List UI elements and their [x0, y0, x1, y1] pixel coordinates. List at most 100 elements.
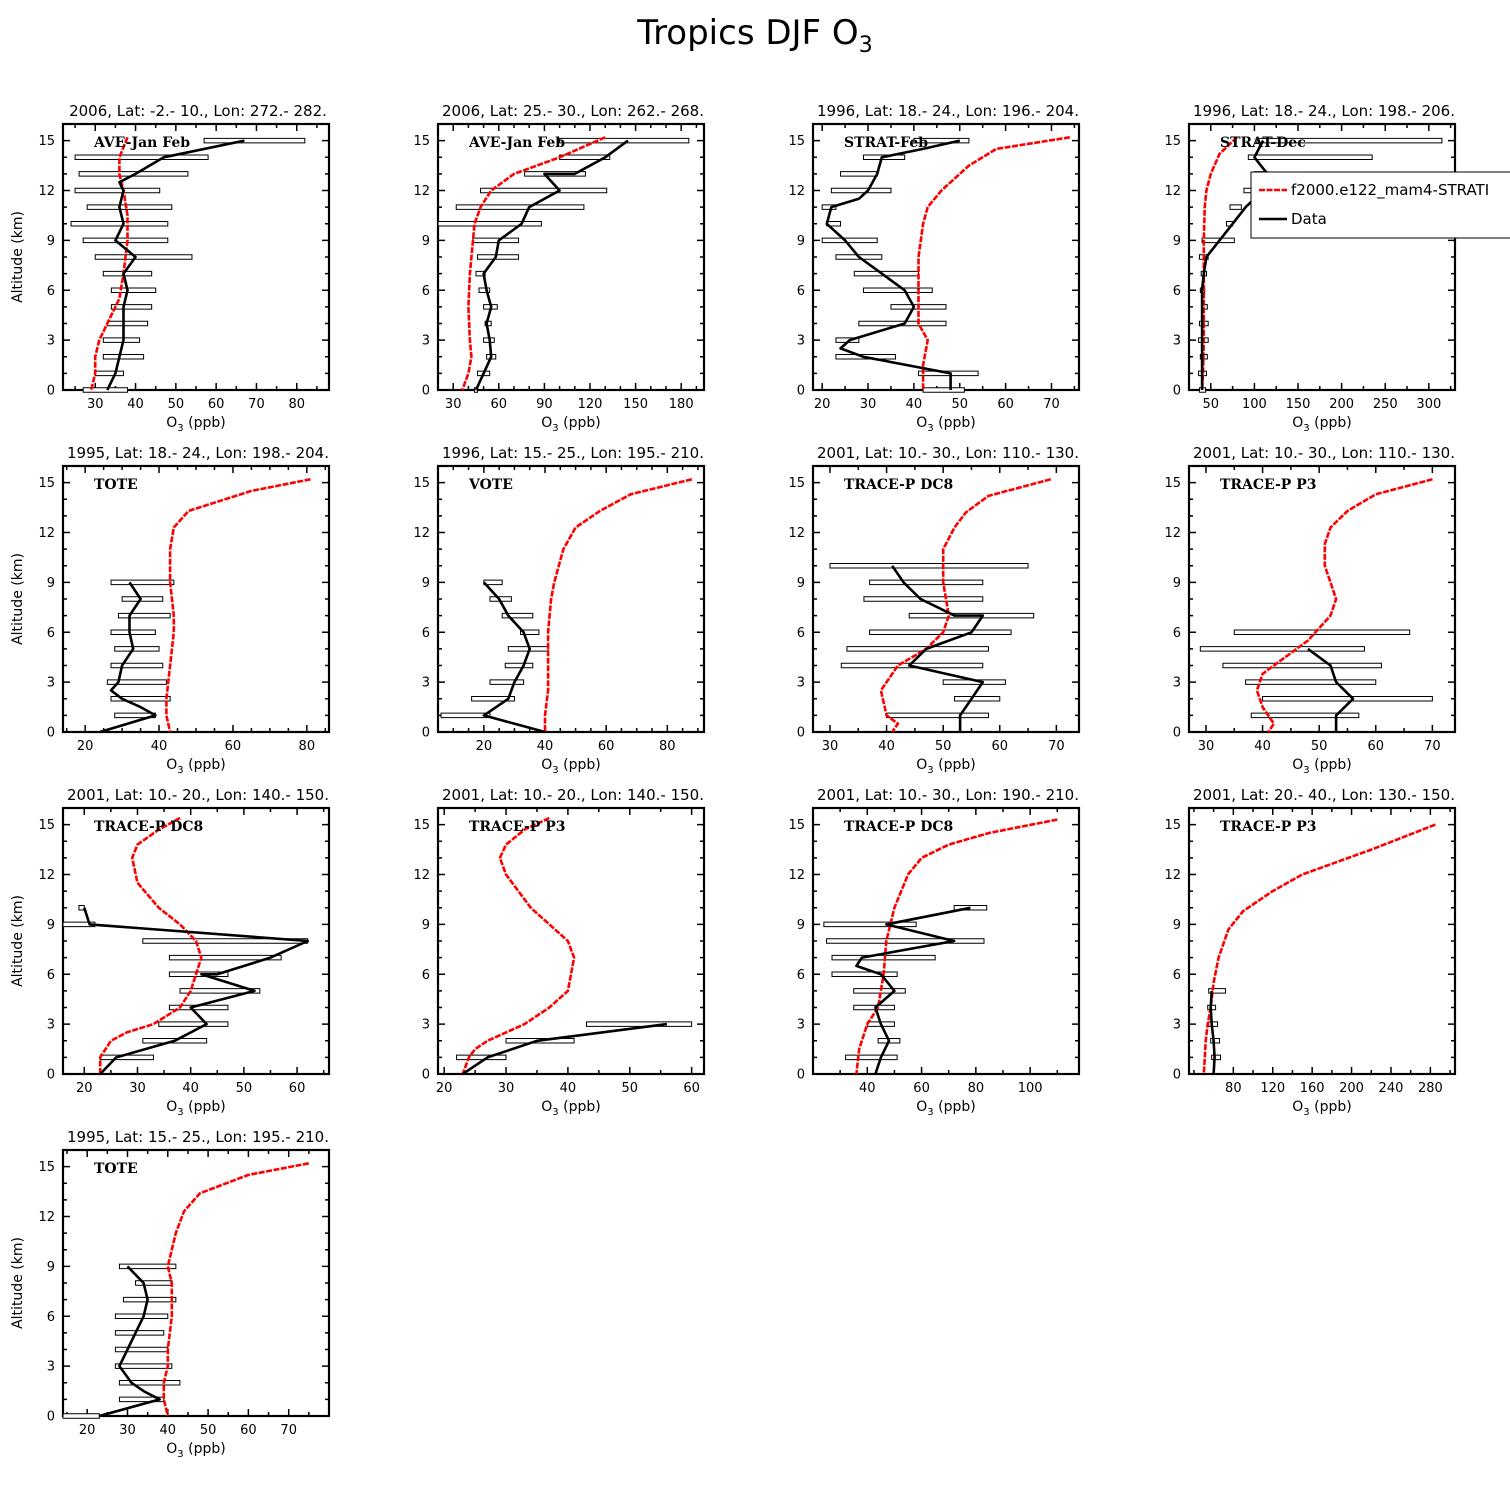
model-profile-line [855, 818, 1058, 1075]
x-tick-label: 40 [878, 739, 895, 754]
y-tick-label: 15 [1164, 476, 1181, 491]
y-tick-label: 6 [1173, 626, 1181, 641]
data-profile-line [1209, 990, 1216, 1075]
y-tick-label: 15 [788, 134, 805, 149]
y-tick-label: 12 [413, 184, 430, 199]
panel-title: 2001, Lat: 10.- 20., Lon: 140.- 150. [67, 786, 329, 804]
campaign-label: TRACE-P P3 [469, 819, 565, 835]
y-tick-label: 0 [422, 726, 430, 741]
data-range-bar [122, 1296, 177, 1303]
data-range-bar [520, 629, 540, 635]
data-range-bar [853, 1004, 895, 1011]
y-tick-label: 0 [1173, 726, 1181, 741]
data-range-bar [114, 1363, 173, 1369]
x-axis-label-main: O [166, 1099, 177, 1115]
x-tick-label: 60 [1367, 739, 1384, 754]
x-tick-label: 20 [814, 397, 831, 412]
x-axis-label-main: O [1292, 1099, 1303, 1115]
x-axis-label-subscript: 3 [927, 1107, 933, 1118]
data-range-bar [831, 971, 898, 977]
x-tick-label: 20 [79, 1423, 96, 1438]
y-tick-label: 12 [413, 526, 430, 541]
model-profile-line [917, 136, 1071, 390]
x-axis-label-unit: (ppb) [559, 1099, 601, 1115]
figure-title: Tropics DJF O3 [636, 13, 872, 58]
y-tick-label: 9 [47, 918, 55, 933]
panel-1: 0 3 6 9 12 15 30 40 50 60 70 80 2006, Lat: -2.- 10.,… [10, 102, 331, 434]
x-axis-label-unit: (ppb) [184, 1099, 226, 1115]
y-axis-label: Altitude (km) [10, 553, 26, 645]
panel-title: 2006, Lat: -2.- 10., Lon: 272.- 282. [69, 102, 327, 120]
campaign-label: TRACE-P DC8 [94, 819, 203, 835]
data-range-bar [471, 696, 515, 702]
data-range-bar [114, 1330, 165, 1336]
data-profile-line [825, 139, 961, 390]
data-range-bar [472, 237, 520, 244]
y-tick-label: 0 [47, 726, 55, 741]
x-axis-label-subscript: 3 [177, 1449, 183, 1460]
y-tick-label: 3 [797, 334, 805, 349]
x-axis-label: O3 (ppb) [541, 415, 600, 434]
x-tick-label: 30 [822, 739, 839, 754]
x-tick-label: 80 [659, 739, 676, 754]
x-tick-label: 20 [77, 739, 94, 754]
panel-title: 1996, Lat: 18.- 24., Lon: 196.- 204. [817, 102, 1079, 120]
panel-title: 1996, Lat: 18.- 24., Lon: 198.- 206. [1193, 102, 1455, 120]
data-range-bar [826, 938, 985, 944]
x-tick-label: 60 [997, 397, 1014, 412]
data-range-bar [118, 1263, 177, 1270]
campaign-label: TOTE [94, 1161, 138, 1177]
data-range-bar [114, 646, 160, 652]
y-tick-label: 12 [1164, 526, 1181, 541]
data-range-bar [853, 270, 919, 277]
y-axis-label: Altitude (km) [10, 1237, 26, 1329]
campaign-label: AVE-Jan Feb [468, 135, 565, 151]
y-tick-label: 3 [1173, 1018, 1181, 1033]
x-axis-label: O3 (ppb) [916, 415, 975, 434]
data-range-bar [70, 221, 169, 227]
data-range-bar [478, 287, 491, 293]
data-range-bar [110, 662, 164, 669]
data-profile-line [482, 581, 546, 734]
model-profile-line [543, 478, 693, 732]
data-range-bar [118, 1396, 165, 1403]
x-tick-label: 50 [1311, 739, 1328, 754]
x-axis-label: O3 (ppb) [916, 757, 975, 776]
x-axis-label-subscript: 3 [177, 423, 183, 434]
data-range-bar [62, 1413, 100, 1419]
data-profile-line [1307, 647, 1355, 732]
x-axis-label-unit: (ppb) [184, 415, 226, 431]
model-profile-line [879, 478, 1052, 733]
x-axis-label-subscript: 3 [927, 765, 933, 776]
panel-title: 2001, Lat: 10.- 30., Lon: 110.- 130. [1193, 444, 1455, 462]
y-tick-label: 0 [797, 726, 805, 741]
data-range-bar [102, 270, 153, 277]
y-tick-label: 15 [413, 134, 430, 149]
y-tick-label: 15 [38, 1160, 55, 1175]
legend: f2000.e122_mam4-STRATI Data [1250, 171, 1510, 239]
data-profile-line [855, 906, 971, 1075]
y-tick-label: 6 [47, 1310, 55, 1325]
data-range-bar [953, 696, 1001, 702]
panel-title: 2001, Lat: 10.- 30., Lon: 110.- 130. [817, 444, 1079, 462]
y-tick-label: 15 [1164, 818, 1181, 833]
y-tick-label: 6 [422, 626, 430, 641]
x-tick-label: 60 [491, 397, 508, 412]
data-range-bar [480, 187, 608, 194]
x-tick-label: 60 [240, 1423, 257, 1438]
data-range-bar [94, 254, 193, 260]
x-tick-label: 120 [1260, 1081, 1285, 1096]
x-axis-label: O3 (ppb) [541, 1099, 600, 1118]
y-tick-label: 12 [788, 868, 805, 883]
data-range-bar [483, 579, 503, 586]
data-profile-line [474, 139, 629, 391]
x-tick-label: 240 [1379, 1081, 1404, 1096]
data-range-bar [1211, 1054, 1222, 1061]
x-tick-label: 30 [129, 1081, 146, 1096]
y-tick-label: 12 [788, 184, 805, 199]
data-range-bar [102, 337, 141, 343]
x-tick-label: 250 [1373, 397, 1398, 412]
x-tick-label: 40 [537, 739, 554, 754]
data-range-bar [953, 905, 988, 911]
x-tick-label: 60 [683, 1081, 700, 1096]
